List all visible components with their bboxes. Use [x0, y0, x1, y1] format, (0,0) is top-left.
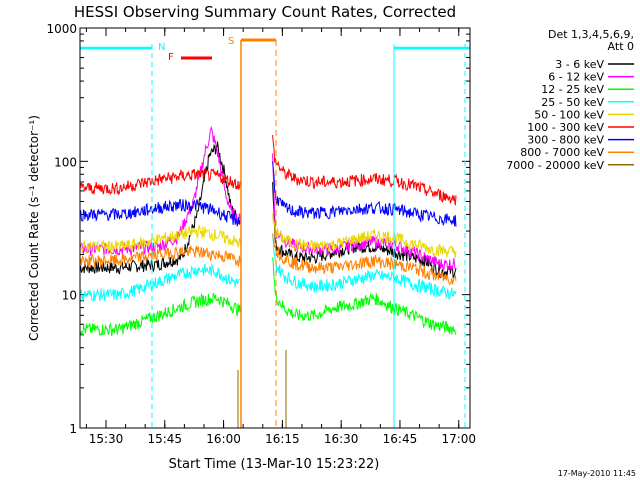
x-tick-label: 16:00 [206, 432, 241, 446]
legend-label: 50 - 100 keV [534, 108, 604, 121]
legend-label: 100 - 300 keV [527, 121, 604, 134]
y-tick-label: 1 [69, 422, 77, 436]
y-tick-label: 1000 [46, 22, 77, 36]
x-tick-label: 17:00 [441, 432, 476, 446]
x-tick-label: 16:45 [383, 432, 418, 446]
series-line [79, 213, 457, 259]
footer-date: 17-May-2010 11:45 [558, 469, 636, 478]
flare-flag-label: F [168, 52, 174, 63]
legend-label: 300 - 800 keV [527, 134, 604, 147]
legend-label: 25 - 50 keV [541, 96, 604, 109]
legend-title-line-2: Att 0 [608, 40, 634, 53]
series-line [79, 125, 457, 271]
y-tick-label: 10 [62, 289, 77, 303]
plot-area: 15:30 15:45 16:00 16:15 16:30 16:45 17:00 1 10 10… [46, 22, 476, 446]
night-flag-label: N [158, 42, 165, 53]
chart-title: HESSI Observing Summary Count Rates, Cor… [74, 3, 456, 21]
series-line [79, 161, 457, 227]
x-tick-label: 15:45 [147, 432, 182, 446]
legend-label: 7000 - 20000 keV [506, 159, 604, 172]
x-axis-label: Start Time (13-Mar-10 15:23:22) [169, 457, 380, 472]
y-axis-label: Corrected Count Rate (s⁻¹ detector⁻¹) [27, 115, 41, 341]
x-tick-label: 16:15 [265, 432, 300, 446]
legend-label: 3 - 6 keV [555, 58, 604, 71]
x-tick-label: 15:30 [89, 432, 124, 446]
legend-label: 12 - 25 keV [541, 83, 604, 96]
y-tick-label: 100 [54, 155, 77, 169]
legend-title-line-1: Det 1,3,4,5,6,9, [548, 28, 634, 41]
plot-frame [79, 27, 471, 429]
series-line [79, 233, 457, 285]
series-line [79, 134, 457, 206]
legend-label: 6 - 12 keV [548, 71, 604, 84]
legend-label: 800 - 7000 keV [520, 146, 604, 159]
series-line [79, 233, 457, 302]
x-tick-label: 16:30 [324, 432, 359, 446]
saa-flag-label: S [228, 36, 234, 47]
series-line [79, 257, 457, 337]
